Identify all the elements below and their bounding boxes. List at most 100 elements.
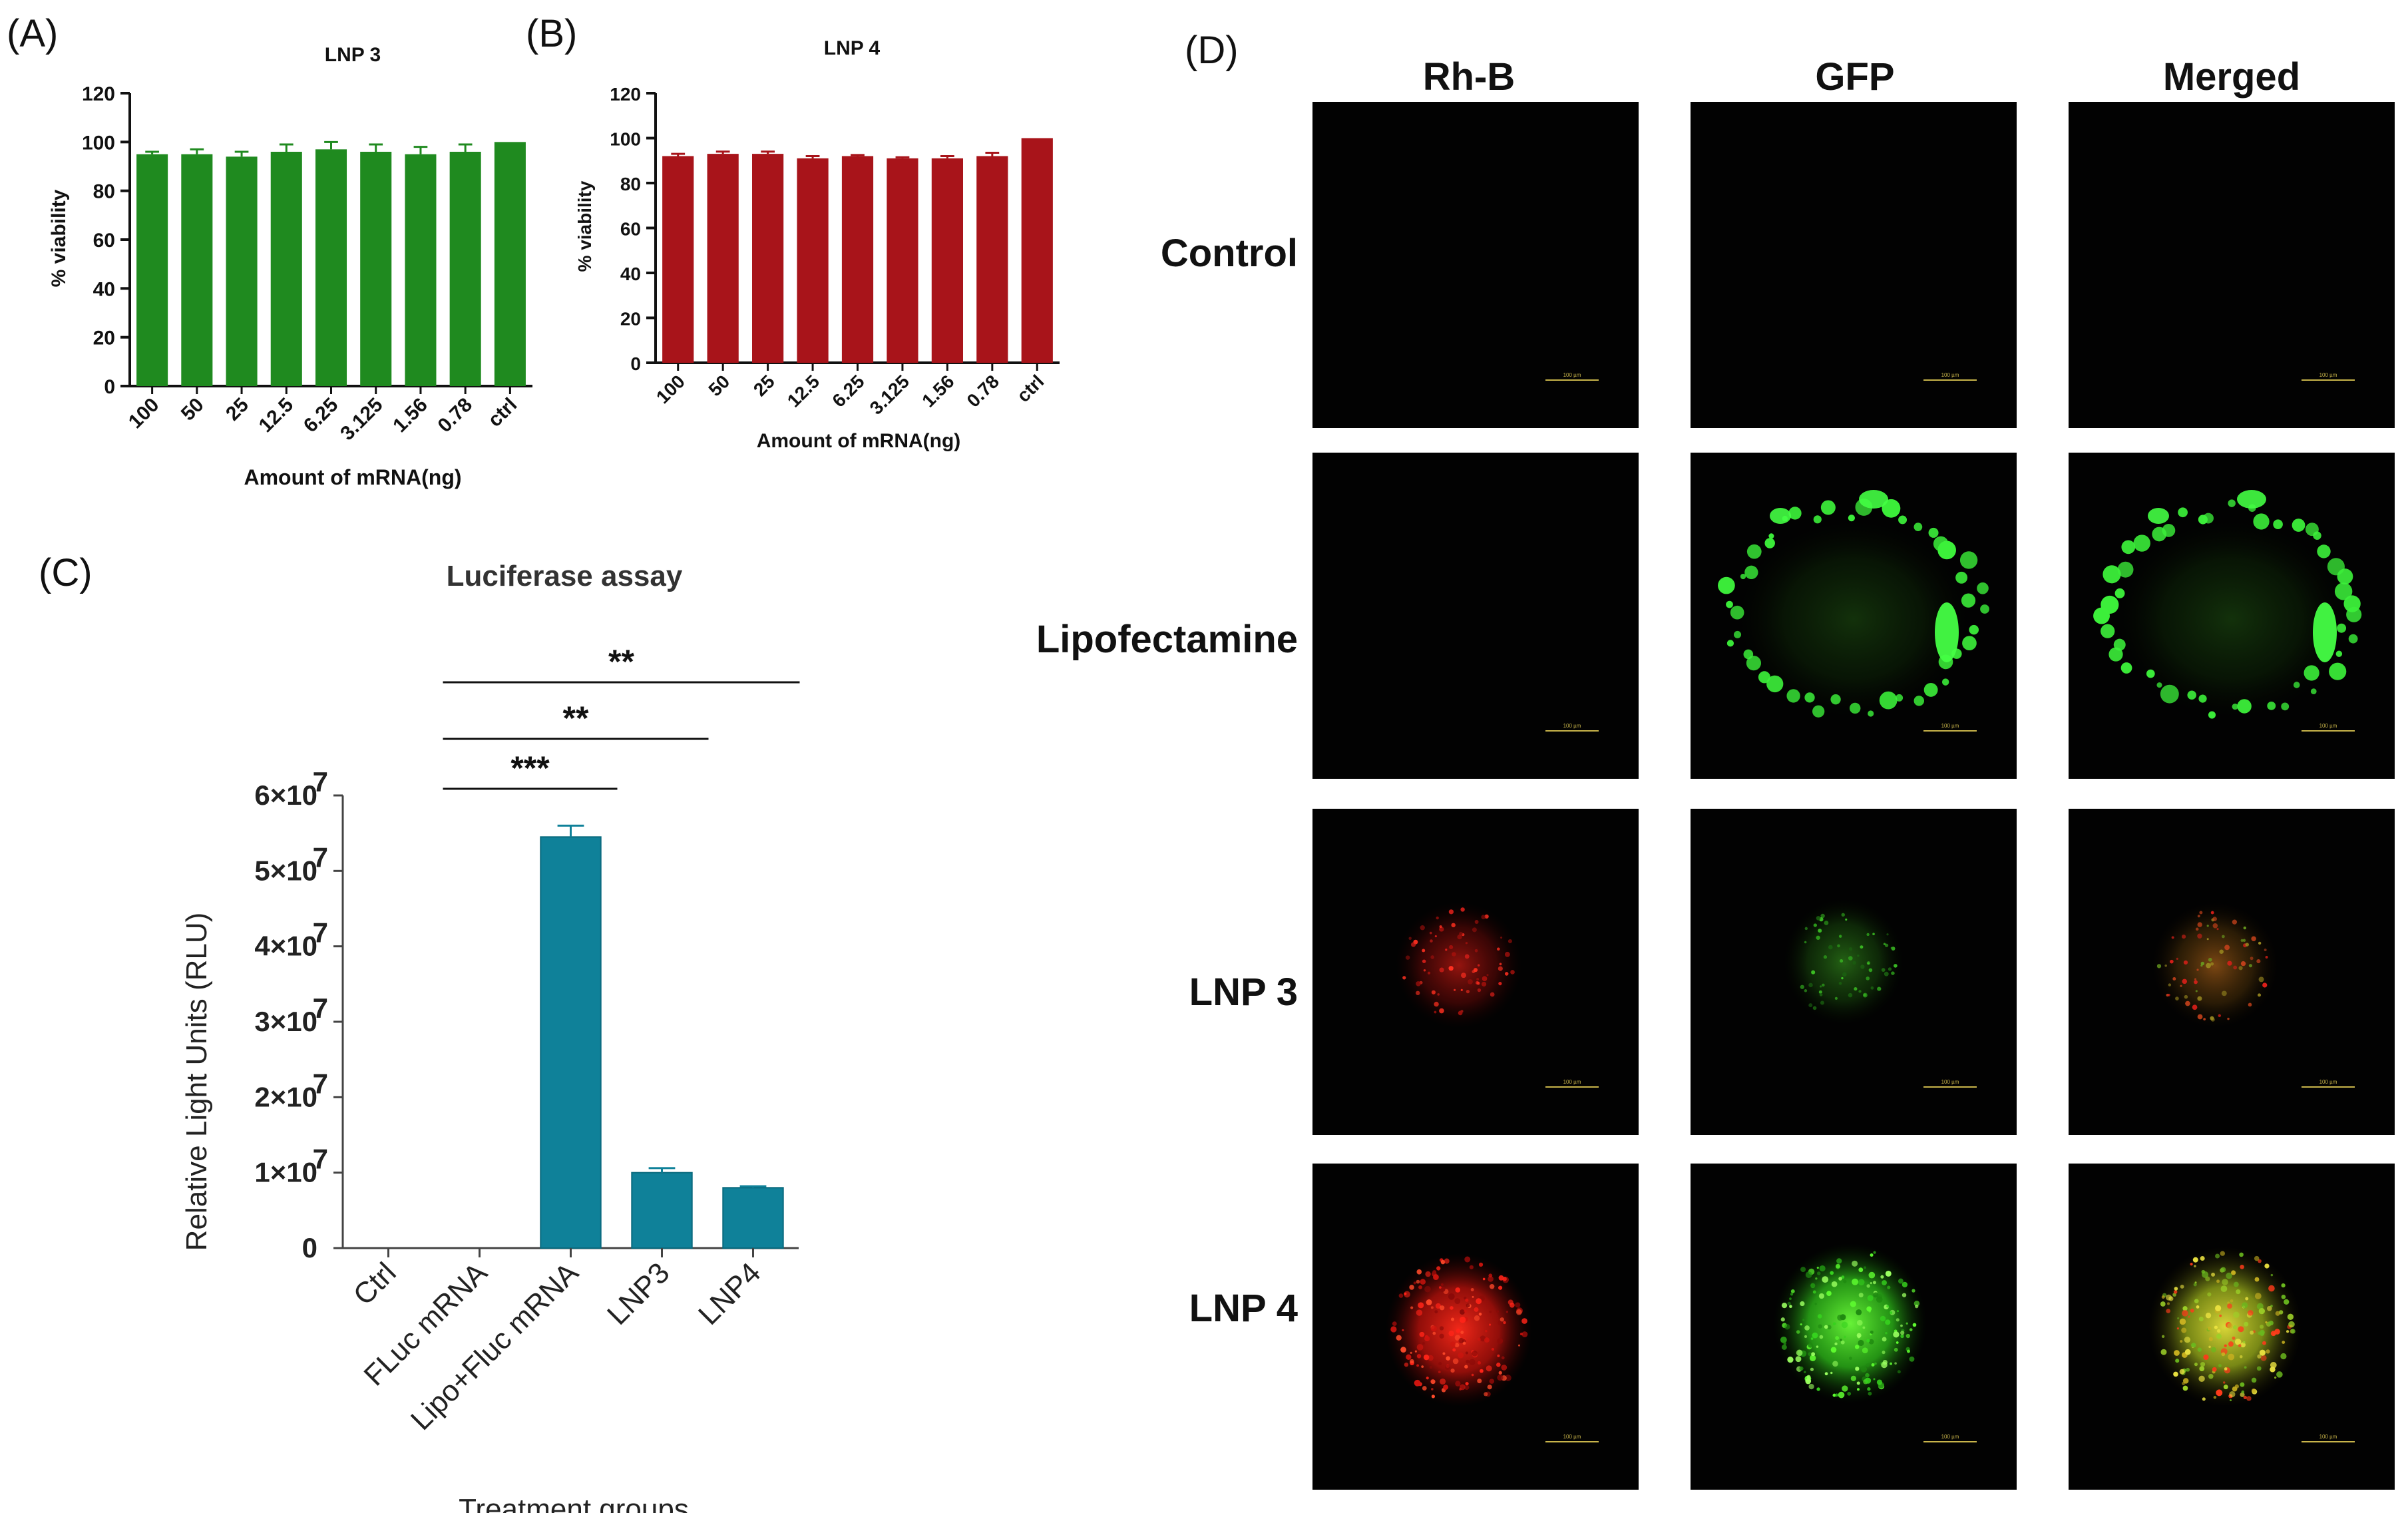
cell-signal [1504, 951, 1510, 957]
cell-signal [2206, 963, 2211, 969]
cell-signal [2290, 1329, 2296, 1334]
cell-signal [1885, 1331, 1888, 1335]
cell-signal [1907, 1349, 1910, 1353]
cell-signal [2233, 1311, 2240, 1319]
cell-signal [1858, 1339, 1864, 1347]
cell-signal [1764, 538, 1775, 548]
cell-signal [2207, 1327, 2212, 1331]
cell-signal [1845, 918, 1848, 921]
bar [707, 154, 739, 363]
cell-signal [1390, 1326, 1397, 1333]
cell-signal [1509, 1302, 1515, 1308]
cell-signal [1856, 1319, 1863, 1326]
cell-signal [1880, 1275, 1884, 1279]
column-header: GFP [1815, 55, 1894, 99]
cell-signal [1862, 1347, 1868, 1354]
cell-signal [1870, 1253, 1874, 1257]
cell-signal [2211, 1347, 2216, 1353]
column-header: Merged [2163, 55, 2300, 99]
y-tick-label: 0 [630, 353, 641, 374]
cell-signal [1498, 982, 1502, 986]
cell-signal [2196, 969, 2199, 971]
cell-signal [2251, 1377, 2257, 1383]
cell-signal [2245, 943, 2249, 947]
cell-signal [1784, 1323, 1790, 1330]
cell-signal [2223, 1385, 2228, 1390]
micrograph-1-2: 100 µm [2069, 453, 2395, 779]
x-tick-label: 0.78 [433, 394, 477, 437]
cell-signal [1433, 1274, 1439, 1280]
cell-signal [1460, 988, 1463, 991]
cell-signal [1800, 1301, 1805, 1307]
cell-signal [1859, 490, 1888, 509]
y-tick-label: 6×10 [254, 779, 317, 811]
cell-signal [1812, 1006, 1817, 1010]
cell-signal [1477, 988, 1482, 992]
cell-signal [2108, 647, 2123, 662]
scale-bar-label: 100 µm [2319, 1434, 2337, 1440]
cell-signal [1420, 925, 1425, 931]
cell-signal [1881, 968, 1886, 973]
bar [662, 156, 694, 363]
cell-signal [1977, 582, 1989, 594]
micrograph-2-0: 100 µm [1312, 809, 1639, 1135]
cell-signal [1521, 1331, 1528, 1338]
x-tick-label: 25 [749, 371, 779, 400]
panel-label-c: (C) [39, 551, 93, 594]
cell-signal [1471, 1373, 1474, 1377]
cell-signal [1789, 1297, 1792, 1300]
cell-signal [1455, 1287, 1461, 1293]
cell-signal [2181, 935, 2186, 939]
cell-signal [1881, 1361, 1888, 1369]
cell-signal [1788, 507, 1802, 520]
micrograph-3-0: 100 µm [1312, 1164, 1639, 1490]
panel-label-d: (D) [1185, 29, 1239, 72]
cell-signal [2103, 565, 2121, 584]
cell-signal [1830, 694, 1841, 705]
chart-title: LNP 4 [824, 37, 881, 59]
cell-signal [1870, 1330, 1874, 1334]
cell-signal [1430, 939, 1433, 943]
bar [887, 158, 918, 363]
y-tick-exponent: 7 [313, 766, 328, 797]
cell-signal [1870, 1333, 1872, 1336]
cell-signal [2238, 1344, 2242, 1347]
cell-signal [1466, 1303, 1470, 1308]
cell-signal [2164, 965, 2167, 967]
cell-signal [1796, 1330, 1800, 1334]
cell-signal [1459, 1384, 1466, 1391]
cell-signal [2187, 690, 2196, 700]
cell-signal [1499, 963, 1502, 966]
cell-signal [1489, 1284, 1495, 1289]
cell-signal [1451, 923, 1456, 928]
cell-signal [1816, 1345, 1819, 1348]
cell-signal [1430, 1388, 1434, 1391]
cell-signal [1444, 1258, 1450, 1264]
cell-signal [1474, 920, 1479, 924]
cell-signal [2195, 990, 2198, 992]
cell-signal [2244, 1321, 2249, 1327]
cell-signal [1818, 990, 1822, 994]
cell-signal [2172, 1293, 2176, 1297]
cell-signal [1477, 1337, 1482, 1341]
cell-signal [1803, 1371, 1806, 1374]
cell-signal [1416, 1354, 1422, 1359]
x-tick-label: LNP4 [692, 1256, 767, 1331]
cell-signal [1482, 1277, 1486, 1281]
cell-signal [1515, 1309, 1522, 1315]
cell-signal [1477, 964, 1480, 967]
y-tick-label: 4×10 [254, 931, 317, 962]
cell-signal [1452, 952, 1456, 957]
cell-signal [2222, 935, 2225, 939]
cell-signal [1416, 1344, 1424, 1351]
cell-signal [2121, 540, 2136, 554]
cell-signal [2146, 669, 2155, 678]
cell-signal [2182, 978, 2188, 984]
cell-signal [1497, 1354, 1500, 1357]
cell-signal [1435, 1303, 1442, 1309]
cell-signal [2191, 1343, 2196, 1348]
cell-signal [1969, 624, 1979, 635]
cell-signal [2329, 662, 2347, 680]
cell-signal [2281, 702, 2290, 711]
